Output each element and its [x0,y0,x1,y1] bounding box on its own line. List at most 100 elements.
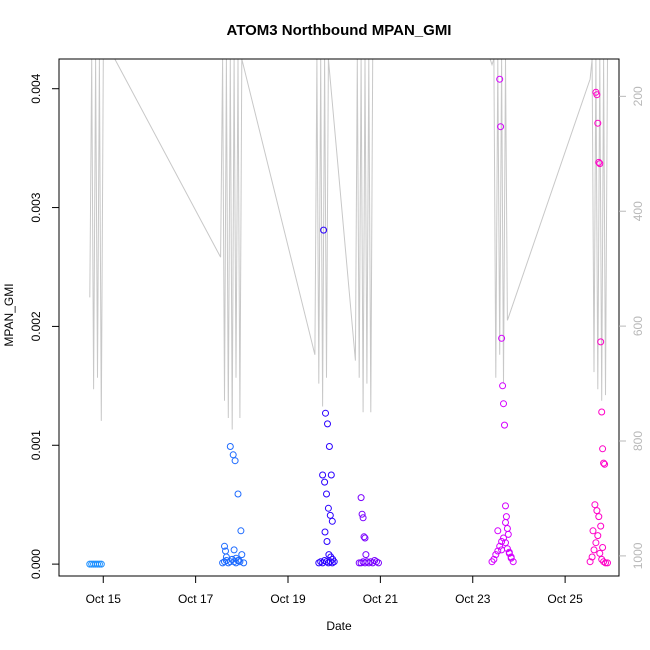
data-point [599,445,607,453]
data-point [496,542,504,550]
data-point [97,560,105,568]
y-tick-label: 0.002 [29,311,43,341]
data-point [324,504,332,512]
data-point [362,551,370,559]
data-point [358,510,366,518]
data-point [503,525,511,532]
data-point [502,502,509,510]
data-point [588,553,596,561]
x-axis: Oct 15 Oct 17 Oct 19 Oct 21 Oct 23 Oct 25 [86,575,583,606]
data-point [598,408,606,416]
data-point [326,511,334,519]
data-point [595,513,603,521]
data-point [228,555,236,563]
data-point [600,558,608,566]
data-point [498,546,506,554]
data-point [502,519,509,526]
data-point [321,478,329,486]
y2-tick-label: 600 [631,316,645,336]
data-point [498,334,506,342]
data-point [601,460,609,468]
data-point [329,555,337,563]
data-point [360,533,368,541]
data-point [596,549,604,557]
data-point [505,548,513,556]
x-tick-label: Oct 21 [363,592,399,606]
data-points-layer [86,75,611,568]
data-point [593,91,601,99]
data-point [327,471,335,479]
data-point [315,559,323,567]
data-point [599,544,607,551]
x-axis-label: Date [326,619,352,633]
data-point [500,400,507,408]
y2-tick-label: 400 [631,201,645,221]
data-point [321,528,329,536]
y-tick-label: 0.000 [29,549,43,579]
data-point [357,494,365,502]
x-tick-label: Oct 23 [455,592,491,606]
data-point [502,539,509,547]
data-point [237,527,245,535]
data-point [95,560,103,568]
data-point [236,558,244,566]
y2-tick-label: 800 [631,431,645,451]
data-point [361,534,369,542]
y-axis-left: 0.000 0.001 0.002 0.003 0.004 [29,73,59,579]
data-point [324,420,331,428]
data-point [325,443,333,450]
data-point [322,409,329,417]
plot-frame [58,58,620,577]
chart-title: ATOM3 Northbound MPAN_GMI [227,22,452,39]
data-point [221,542,228,550]
data-point [502,513,510,521]
y-tick-label: 0.001 [29,430,43,460]
data-point [323,490,330,498]
data-point [592,539,600,547]
data-point [604,559,611,567]
data-point [488,558,496,566]
y-tick-label: 0.004 [29,73,43,103]
data-point [94,560,101,568]
data-point [589,527,597,535]
data-point [222,553,230,561]
data-point [323,538,331,545]
x-tick-label: Oct 25 [547,592,583,606]
data-point [235,557,243,564]
data-point [375,559,382,567]
data-point [504,530,512,538]
data-point [595,158,603,166]
data-point [238,551,246,559]
data-point [602,559,609,567]
data-point [494,547,502,555]
data-point [597,338,605,346]
x-tick-label: Oct 15 [86,592,122,606]
data-point [501,421,508,429]
data-point [591,501,599,509]
y-axis-label: MPAN_GMI [2,283,16,346]
y2-tick-label: 200 [631,86,645,106]
data-point [320,226,328,234]
data-point [226,443,234,450]
data-point [596,160,604,168]
y2-tick-label: 1000 [631,542,645,569]
data-point [500,534,507,542]
data-point [586,558,594,566]
data-point [593,507,601,515]
data-point [594,532,602,540]
data-point [359,514,367,522]
data-point [496,75,504,83]
x-tick-label: Oct 19 [270,592,306,606]
data-point [490,555,498,563]
data-point [600,459,608,467]
data-point [594,119,602,127]
data-point [590,546,598,554]
data-point [498,538,506,545]
data-point [507,553,515,561]
data-point [598,555,606,563]
data-point [497,123,505,131]
altitude-line [89,58,610,430]
x-tick-label: Oct 17 [178,592,214,606]
data-point [234,490,242,498]
